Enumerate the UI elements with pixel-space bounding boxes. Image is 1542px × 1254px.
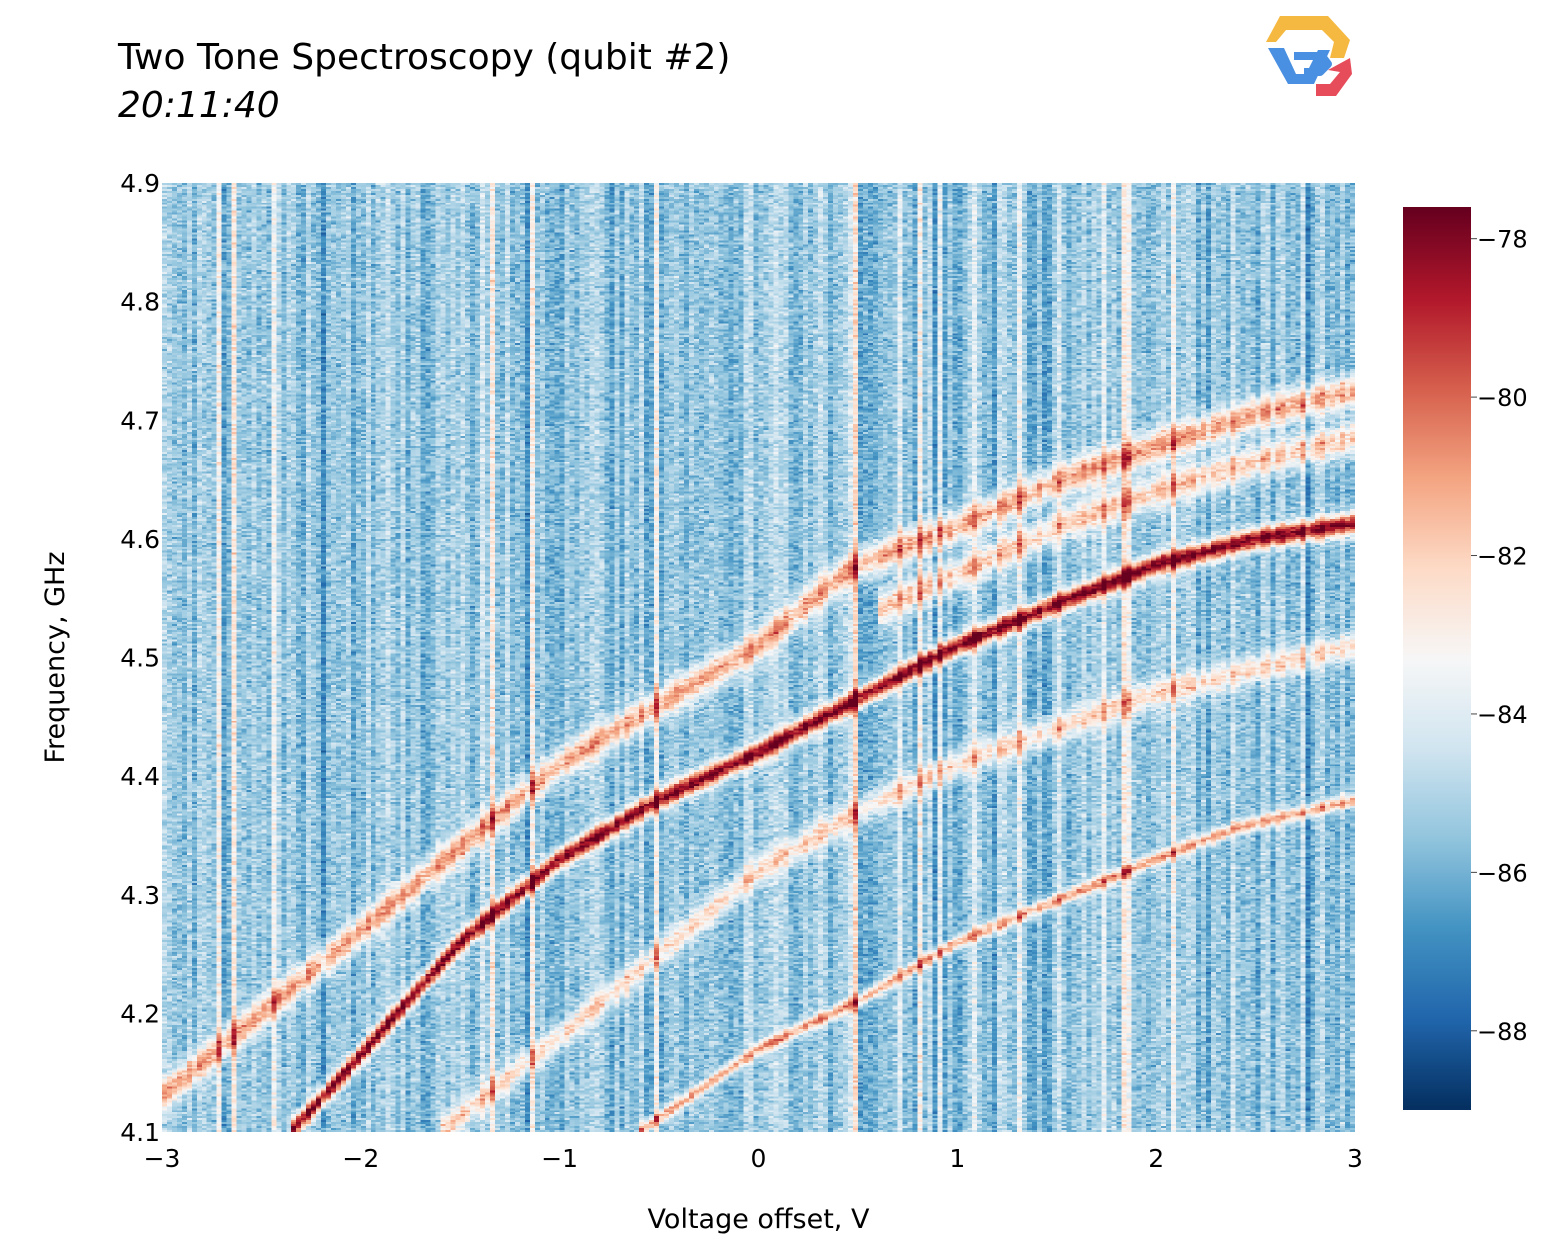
x-tick-label: 3 xyxy=(1347,1144,1363,1173)
y-tick-label: 4.7 xyxy=(120,406,160,435)
y-tick-label: 4.1 xyxy=(120,1118,160,1147)
x-tick-label: 1 xyxy=(949,1144,965,1173)
y-tick-label: 4.2 xyxy=(120,999,160,1028)
y-tick-label: 4.9 xyxy=(120,169,160,198)
colorbar-tick-label: −80 xyxy=(1477,384,1528,412)
colorbar-tick-label: −84 xyxy=(1477,701,1528,729)
chart-subtitle: 20:11:40 xyxy=(118,85,280,126)
colorbar-tick-label: −86 xyxy=(1477,859,1528,887)
chart-title: Two Tone Spectroscopy (qubit #2) xyxy=(118,37,731,78)
colorbar-tick-label: −82 xyxy=(1477,543,1528,571)
x-tick-label: 2 xyxy=(1148,1144,1164,1173)
y-axis-label: Frequency, GHz xyxy=(40,551,71,763)
x-axis-ticks: −3 −2 −1 0 1 2 3 xyxy=(144,1144,1363,1173)
y-tick-label: 4.8 xyxy=(120,288,160,317)
heatmap-image xyxy=(162,183,1355,1132)
y-tick-label: 4.3 xyxy=(120,881,160,910)
x-tick-label: 0 xyxy=(751,1144,767,1173)
x-tick-label: −3 xyxy=(144,1144,181,1173)
colorbar-ticks: −88 −86 −84 −82 −80 −78 xyxy=(1471,226,1528,1046)
y-tick-label: 4.6 xyxy=(120,525,160,554)
x-tick-label: −2 xyxy=(342,1144,379,1173)
colorbar-tick-label: −88 xyxy=(1477,1018,1528,1046)
y-axis-ticks: 4.1 4.2 4.3 4.4 4.5 4.6 4.7 4.8 4.9 xyxy=(120,169,160,1147)
quantum-lab-logo-icon xyxy=(1266,16,1352,96)
y-tick-label: 4.5 xyxy=(120,644,160,673)
x-axis-label: Voltage offset, V xyxy=(648,1204,870,1235)
y-tick-label: 4.4 xyxy=(120,762,160,791)
colorbar xyxy=(1403,207,1471,1110)
x-tick-label: −1 xyxy=(541,1144,578,1173)
colorbar-tick-label: −78 xyxy=(1477,226,1528,254)
